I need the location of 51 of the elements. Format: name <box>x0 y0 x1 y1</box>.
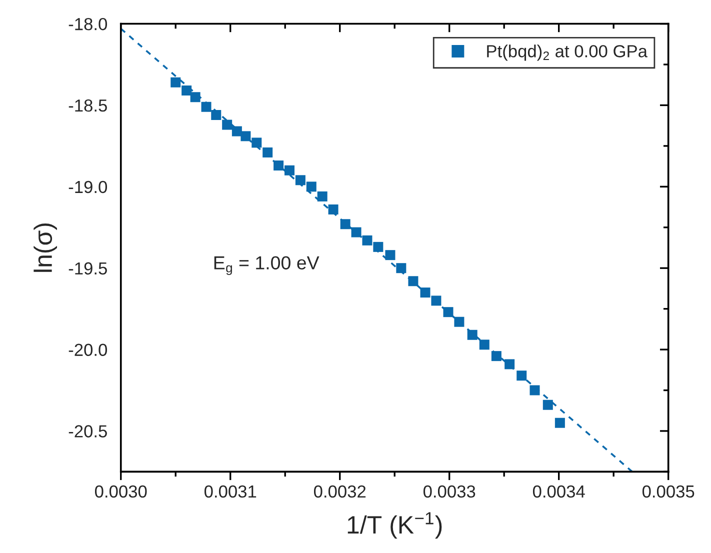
x-tick-label: 0.0032 <box>314 485 366 498</box>
point <box>222 120 232 130</box>
point <box>385 250 396 260</box>
point <box>284 165 294 176</box>
point <box>516 370 527 381</box>
point <box>306 182 316 192</box>
point <box>420 288 430 298</box>
point <box>351 227 362 238</box>
x-tick-label: 0.0030 <box>95 485 147 498</box>
y-axis-title: ln(σ) <box>34 224 57 272</box>
point <box>396 263 406 274</box>
point <box>190 92 200 102</box>
point <box>479 340 490 350</box>
point <box>317 191 328 202</box>
x-tick-label: 0.0034 <box>532 485 585 498</box>
x-tick-label: 0.0033 <box>423 485 476 498</box>
y-tick-label: -18.0 <box>68 18 107 30</box>
point <box>431 296 442 306</box>
point <box>328 204 338 214</box>
point <box>530 385 540 396</box>
point <box>554 418 565 428</box>
y-tick-label: -19.5 <box>68 262 107 275</box>
point <box>454 316 464 327</box>
x-axis-title: 1/T (K$^{−1}$) <box>348 512 442 539</box>
point <box>504 359 515 370</box>
annotation: E$_{g}$ = 1.00 eV <box>214 256 320 275</box>
y-tick-label: -20.5 <box>68 425 107 438</box>
point <box>274 160 284 170</box>
y-tick-label: -20.0 <box>68 344 107 356</box>
point <box>373 242 384 252</box>
y-tick-label: -19.0 <box>68 180 107 194</box>
point <box>201 102 212 112</box>
point <box>542 400 553 410</box>
x-tick-label: 0.0031 <box>204 485 256 498</box>
x-tick-label: 0.0035 <box>642 485 694 498</box>
point <box>262 147 273 158</box>
point <box>232 126 242 136</box>
point <box>182 86 192 96</box>
point <box>295 175 306 186</box>
point <box>170 77 181 88</box>
point <box>362 235 372 246</box>
point <box>443 307 454 318</box>
point <box>491 351 502 362</box>
point <box>211 110 222 120</box>
point <box>252 138 262 148</box>
point <box>340 219 350 230</box>
point <box>408 276 418 286</box>
point <box>240 131 251 142</box>
y-tick-label: -18.5 <box>68 99 107 112</box>
point <box>467 330 478 340</box>
legend-label: Pt(bqd)$_{2}$ at 0.00 GPa <box>487 44 648 61</box>
